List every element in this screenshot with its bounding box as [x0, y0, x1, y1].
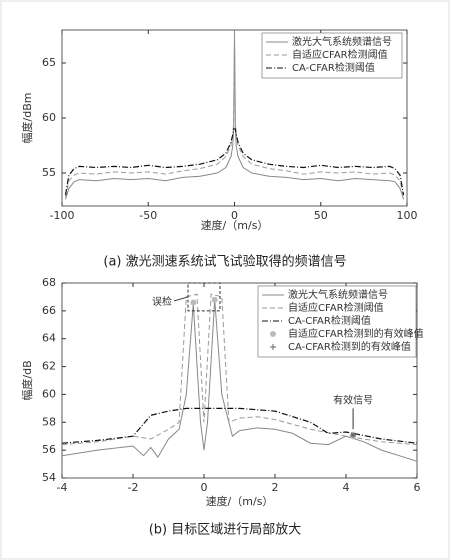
x-tick-label: -4 — [57, 481, 68, 494]
annotation-arrow — [173, 296, 189, 302]
x-tick-label: -2 — [128, 481, 139, 494]
x-tick-label: 2 — [272, 481, 279, 494]
y-axis-label: 幅度/dB — [20, 360, 34, 400]
legend-swatch — [270, 331, 276, 337]
y-tick-label: 60 — [42, 387, 56, 400]
y-tick-label: 58 — [42, 415, 56, 428]
legend-label: CA-CFAR检测阈值 — [292, 61, 375, 74]
annotation: 有效信号 — [333, 393, 373, 406]
series-line — [65, 29, 405, 200]
annotation: 误检 — [152, 295, 172, 308]
y-tick-label: 54 — [42, 471, 56, 484]
y-tick-label: 64 — [42, 332, 56, 345]
y-tick-label: 66 — [42, 304, 56, 317]
y-tick-label: 55 — [42, 166, 56, 179]
y-tick-label: 56 — [42, 443, 56, 456]
y-tick-label: 65 — [42, 56, 56, 69]
x-tick-label: -50 — [139, 209, 157, 222]
x-tick-label: -100 — [50, 209, 75, 222]
series-line — [61, 293, 418, 446]
y-tick-label: 62 — [42, 360, 56, 373]
series-line — [65, 35, 405, 198]
legend-label: 自适应CFAR检测阈值 — [292, 48, 388, 61]
y-tick-label: 68 — [42, 276, 56, 289]
x-tick-label: 6 — [414, 481, 421, 494]
y-axis-label: 幅度/dBm — [20, 93, 34, 144]
x-tick-label: 50 — [314, 209, 328, 222]
legend-swatch — [270, 344, 276, 350]
caption: (b) 目标区域进行局部放大 — [149, 523, 302, 538]
y-tick-label: 60 — [42, 111, 56, 124]
legend-label: CA-CFAR检测阈值 — [288, 314, 371, 327]
series-line — [64, 128, 405, 196]
legend-label: 自适应CFAR检测阈值 — [288, 301, 384, 314]
x-tick-label: 100 — [397, 209, 418, 222]
caption: (a) 激光测速系统试飞试验取得的频谱信号 — [103, 254, 346, 270]
x-axis-label: 速度/（m/s） — [206, 494, 274, 508]
x-tick-label: 0 — [201, 481, 208, 494]
peak-marker — [350, 431, 357, 438]
legend-label: 自适应CFAR检测到的有效峰值 — [288, 327, 424, 340]
legend-label: 激光大气系统频谱信号 — [288, 288, 388, 301]
legend-box — [257, 285, 417, 358]
x-tick-label: 4 — [343, 481, 350, 494]
legend-label: CA-CFAR检测到的有效峰值 — [288, 340, 411, 353]
x-tick-label: 0 — [231, 209, 238, 222]
x-axis-label: 速度/（m/s） — [201, 218, 269, 232]
legend-label: 激光大气系统频谱信号 — [292, 35, 392, 48]
legend-box — [261, 32, 403, 79]
peak-marker — [211, 296, 218, 303]
peak-marker — [190, 299, 197, 306]
series-line — [61, 407, 418, 444]
